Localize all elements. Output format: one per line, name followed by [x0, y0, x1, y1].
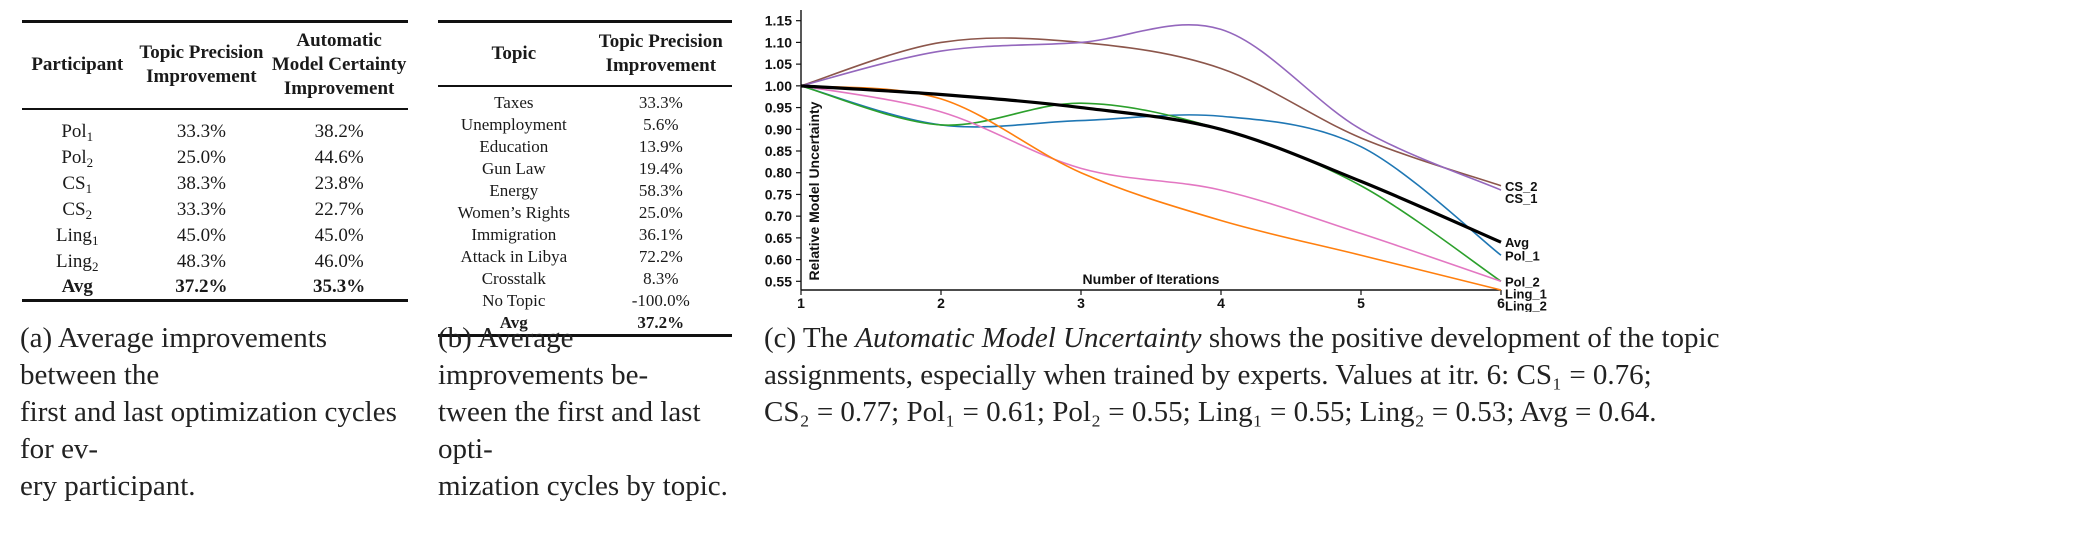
y-tick-label: 0.65	[765, 230, 792, 246]
series-end-label: CS_1	[1505, 191, 1538, 206]
table-row: CS2 33.3% 22.7%	[22, 197, 408, 223]
y-tick-label: 0.55	[765, 273, 792, 289]
table-row-avg: Avg 37.2% 35.3%	[22, 275, 408, 301]
participant-cell: Ling2	[56, 250, 99, 274]
table-row-avg: Avg 37.2%	[499, 312, 685, 332]
table-b-header-topic-precision: Topic Precision Improvement	[598, 30, 723, 76]
series-line-pol-2	[800, 85, 1502, 282]
topic-precision-cell: 45.0%	[176, 224, 226, 246]
y-axis-title: Relative Model Uncertainty	[806, 101, 822, 280]
table-row: Pol1 33.3% 38.2%	[22, 119, 408, 145]
table-row: Gun Law 19.4%	[481, 158, 683, 178]
table-row: Pol2 25.0% 44.6%	[22, 145, 408, 171]
topic-precision-cell: 48.3%	[176, 250, 226, 272]
topic-precision-cell: 33.3%	[176, 198, 226, 220]
topic-precision-cell: 33.3%	[176, 120, 226, 142]
table-a-header-topic-precision: Topic Precision Improvement	[139, 42, 264, 88]
table-row: Attack in Libya 72.2%	[460, 246, 683, 266]
chart-caption-line-1: (c) The Automatic Model Uncertainty show…	[764, 322, 1720, 354]
table-row: Energy 58.3%	[489, 180, 683, 200]
series-end-label: Avg	[1505, 235, 1529, 250]
table-a-caption: (a) Average improvements between the fir…	[20, 322, 397, 502]
y-tick-label: 1.00	[765, 78, 792, 94]
participant-cell: Ling1	[56, 224, 99, 248]
table-b: Topic Topic Precision Improvement Taxes 3…	[438, 20, 732, 339]
y-tick-label: 1.05	[765, 56, 792, 72]
table-row: Unemployment 5.6%	[460, 114, 679, 134]
series-line-cs-2	[800, 37, 1502, 187]
uncertainty-line-chart: 0.55 0.60 0.65 0.70 0.75 0.80 0.85 0.90 0.95 1.00…	[765, 10, 1547, 312]
x-tick-label: 3	[1077, 295, 1085, 311]
model-certainty-cell: 44.6%	[314, 146, 364, 168]
y-tick-label: 0.90	[765, 121, 792, 137]
model-certainty-cell: 22.7%	[314, 198, 364, 220]
topic-precision-cell: 38.3%	[176, 172, 226, 194]
model-certainty-cell: 45.0%	[314, 224, 364, 246]
table-a: Participant Topic Precision Improvement …	[22, 20, 408, 304]
table-b-header-topic: Topic	[491, 42, 537, 64]
topic-precision-cell: 37.2%	[175, 275, 228, 297]
series-end-label: Ling_2	[1505, 298, 1547, 312]
x-axis-title: Number of Iterations	[1083, 271, 1220, 287]
participant-cell: CS1	[62, 172, 93, 196]
series-end-label: Ling_1	[1505, 286, 1547, 301]
x-tick-label: 6	[1497, 295, 1505, 311]
table-row: Taxes 33.3%	[494, 92, 683, 112]
series-line-ling-2	[800, 85, 1502, 291]
table-b-caption: (b) Average improvements be- tween the f…	[438, 322, 728, 502]
topic-precision-cell: 25.0%	[176, 146, 226, 168]
x-tick-label: 4	[1217, 295, 1225, 311]
x-tick-label: 5	[1357, 295, 1365, 311]
table-row: Crosstalk 8.3%	[481, 268, 679, 288]
series-line-pol-1	[800, 85, 1502, 256]
y-tick-label: 0.60	[765, 252, 792, 268]
model-certainty-cell: 38.2%	[314, 120, 364, 142]
table-row: Ling2 48.3% 46.0%	[22, 249, 408, 275]
y-tick-label: 0.85	[765, 143, 792, 159]
participant-cell: Pol2	[61, 146, 94, 170]
series-end-label: Pol_2	[1505, 274, 1540, 289]
series-line-ling-1	[800, 85, 1502, 283]
y-tick-label: 0.80	[765, 165, 792, 181]
model-certainty-cell: 35.3%	[312, 275, 366, 297]
series-line-avg	[800, 84, 1502, 244]
table-row: CS1 38.3% 23.8%	[22, 171, 408, 197]
table-row: Women’s Rights 25.0%	[457, 202, 683, 222]
participant-cell: Avg	[61, 275, 93, 297]
table-row: Immigration 36.1%	[471, 224, 683, 244]
y-tick-label: 0.70	[765, 208, 792, 224]
y-tick-label: 0.95	[765, 100, 792, 116]
table-row: Ling1 45.0% 45.0%	[22, 223, 408, 249]
series-line-cs-1	[800, 23, 1502, 191]
chart-caption: (c) The Automatic Model Uncertainty show…	[764, 320, 2084, 431]
series-end-label: CS_2	[1505, 179, 1538, 194]
participant-cell: CS2	[62, 198, 93, 222]
table-a-header-model-certainty: Automatic Model Certainty Improvement	[271, 30, 407, 100]
model-certainty-cell: 23.8%	[314, 172, 364, 194]
chart-caption-line-2: assignments, especially when trained by …	[764, 359, 1652, 391]
model-certainty-cell: 46.0%	[314, 250, 364, 272]
table-row: No Topic -100.0%	[482, 290, 690, 310]
x-tick-label: 2	[937, 295, 945, 311]
table-a-header-participant: Participant	[31, 54, 124, 76]
table-row: Education 13.9%	[479, 136, 683, 156]
series-end-label: Pol_1	[1505, 248, 1540, 263]
y-tick-label: 1.10	[765, 34, 792, 50]
x-tick-label: 1	[797, 295, 805, 311]
chart-caption-line-3: CS₂ = 0.77; Pol₁ = 0.61; Pol₂ = 0.55; Li…	[764, 396, 1657, 428]
y-tick-label: 1.15	[765, 13, 792, 29]
participant-cell: Pol1	[61, 120, 94, 144]
y-tick-label: 0.75	[765, 186, 792, 202]
